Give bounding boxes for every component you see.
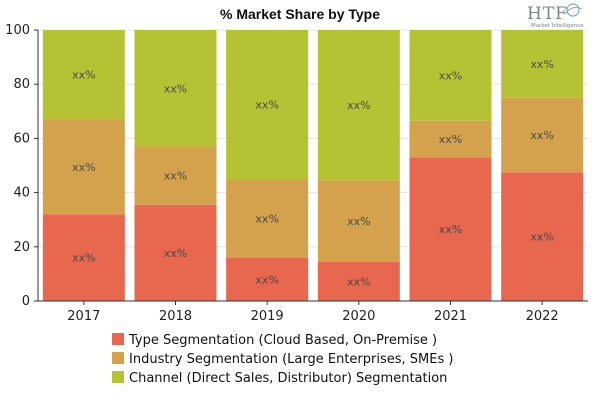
data-label-2021-series-1: xx% [439, 133, 462, 146]
bar-2021-series-2 [409, 30, 492, 121]
bar-2021-series-1 [409, 120, 492, 158]
bar-2019-series-0 [226, 257, 309, 301]
logo-text: HTF [527, 4, 568, 24]
legend: Type Segmentation (Cloud Based, On-Premi… [112, 333, 453, 386]
bar-2019-series-1 [226, 179, 309, 258]
data-label-2021-series-2: xx% [439, 69, 462, 82]
data-label-2022-series-0: xx% [530, 231, 553, 244]
data-label-2022-series-1: xx% [530, 129, 553, 142]
legend-swatch-1 [112, 352, 124, 364]
data-label-2017-series-2: xx% [72, 69, 95, 82]
chart-title: % Market Share by Type [220, 6, 380, 22]
bar-2021-series-0 [409, 157, 492, 301]
bar-2017-series-1 [42, 119, 125, 215]
axes [37, 30, 588, 302]
y-tick-label-20: 20 [13, 240, 30, 255]
y-tick-label-100: 100 [5, 23, 30, 38]
bar-2017-series-2 [42, 30, 125, 120]
x-tick-label-2020: 2020 [342, 309, 375, 324]
bar-segments [42, 30, 584, 301]
logo-tagline: Market Intelligence [531, 23, 584, 29]
legend-label-1: Industry Segmentation (Large Enterprises… [129, 352, 453, 367]
bar-2022-series-2 [501, 30, 584, 98]
y-tick-label-80: 80 [13, 77, 30, 92]
bar-2019-series-2 [226, 30, 309, 180]
x-tick-label-2017: 2017 [67, 309, 100, 324]
x-tick-label-2019: 2019 [251, 309, 284, 324]
data-label-2017-series-1: xx% [72, 161, 95, 174]
bar-2018-series-1 [134, 146, 217, 205]
y-tick-label-40: 40 [13, 186, 30, 201]
legend-label-2: Channel (Direct Sales, Distributor) Segm… [129, 371, 447, 386]
y-tick-label-0: 0 [22, 294, 30, 309]
data-label-2019-series-0: xx% [255, 273, 278, 286]
x-tick-label-2021: 2021 [434, 309, 467, 324]
x-tick-labels: 2017 2018 2019 2020 2021 2022 [67, 301, 559, 324]
bar-2017-series-0 [42, 214, 125, 301]
data-labels: xx% xx% xx% xx% xx% xx% xx% xx% xx% xx% xx% xx% xx% x… [72, 58, 554, 288]
data-label-2019-series-1: xx% [255, 212, 278, 225]
bar-2022-series-1 [501, 97, 584, 173]
legend-label-0: Type Segmentation (Cloud Based, On-Premi… [128, 333, 437, 348]
logo-globe-icon [566, 3, 580, 17]
htf-logo: HTF Market Intelligence [527, 3, 584, 29]
data-label-2020-series-0: xx% [347, 275, 370, 288]
data-label-2017-series-0: xx% [72, 252, 95, 265]
data-label-2020-series-1: xx% [347, 215, 370, 228]
data-label-2019-series-2: xx% [255, 99, 278, 112]
legend-swatch-0 [112, 333, 124, 345]
data-label-2020-series-2: xx% [347, 99, 370, 112]
x-tick-label-2022: 2022 [526, 309, 559, 324]
bar-2020-series-2 [317, 30, 400, 181]
data-label-2018-series-2: xx% [164, 82, 187, 95]
data-label-2022-series-2: xx% [530, 58, 553, 71]
data-label-2018-series-1: xx% [164, 170, 187, 183]
bar-2020-series-1 [317, 180, 400, 262]
bar-2022-series-0 [501, 172, 584, 301]
bar-2018-series-2 [134, 30, 217, 147]
y-tick-label-60: 60 [13, 131, 30, 146]
data-label-2018-series-0: xx% [164, 247, 187, 260]
logo-swoosh-icon [564, 6, 583, 15]
x-tick-label-2018: 2018 [159, 309, 192, 324]
bar-2020-series-0 [317, 261, 400, 301]
y-tick-labels: 0 20 40 60 80 100 [5, 23, 38, 309]
bar-2018-series-0 [134, 204, 217, 301]
data-label-2021-series-0: xx% [439, 223, 462, 236]
legend-swatch-2 [112, 371, 124, 383]
